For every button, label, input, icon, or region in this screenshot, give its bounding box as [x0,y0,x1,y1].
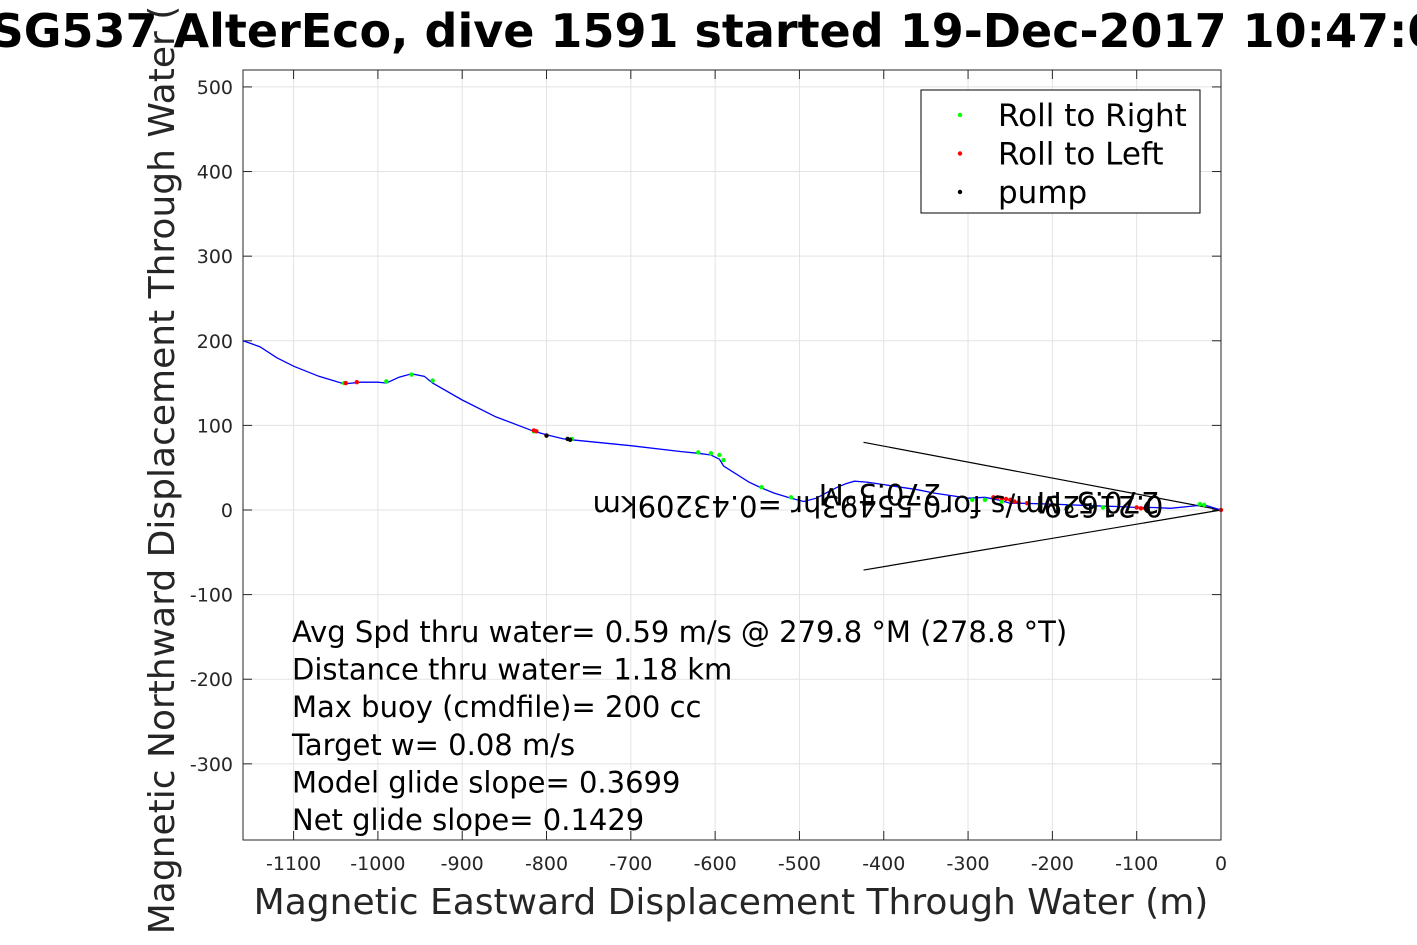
legend-marker [957,112,963,118]
chart-title: SG537 AlterEco, dive 1591 started 19-Dec… [0,4,1417,58]
y-tick-label: 300 [197,246,233,268]
ticks: -1100 -1000 -900 -800 -700 -600 -500 -400 -300 -2… [190,70,1227,875]
x-tick-label: 0 [1215,853,1227,875]
stats-line: Max buoy (cmdfile)= 200 cc [292,690,701,724]
legend-label: Roll to Right [998,98,1187,134]
x-tick-label: -600 [694,853,737,875]
pump-point [567,437,573,442]
roll-right-point [409,372,414,377]
roll-right-point [1092,504,1097,509]
roll-right-point [708,451,714,456]
heading-label: 270.5°M [819,477,942,511]
roll-left-point [1016,500,1021,505]
roll-right-point [1067,503,1072,508]
heading-label: 270.5°M [1037,485,1160,519]
legend-marker [957,151,963,156]
y-tick-label: 200 [197,331,233,353]
current-vector-upper [863,441,1222,511]
pump-point [544,433,549,438]
x-tick-label: -800 [525,853,568,875]
roll-right-point [1197,501,1203,507]
stats-annotation: Avg Spd thru water= 0.59 m/s @ 279.8 °M … [291,615,1067,837]
roll-right-point [430,378,435,383]
y-tick-label: -200 [190,669,233,691]
roll-left-point [354,380,360,385]
x-tick-label: -100 [1115,853,1158,875]
roll-right-point [696,450,701,455]
stats-line: Model glide slope= 0.3699 [292,765,680,799]
x-tick-label: -700 [609,853,652,875]
roll-right-point [1100,505,1106,510]
current-speed-label: 0.21629m/s for0.55493hr =0.43209km [593,489,1164,523]
roll-left-point [1050,502,1055,508]
roll-left-point [995,495,1000,500]
x-tick-label: -300 [947,853,990,875]
roll-right-point [721,457,726,463]
stats-line: Target w= 0.08 m/s [291,728,575,762]
roll-right-point [717,452,722,458]
roll-left-point [534,429,539,434]
x-tick-label: -1000 [350,853,405,875]
roll-left-point [1138,506,1144,511]
roll-left-point [1024,501,1030,506]
roll-left-point [1008,497,1013,503]
roll-right-point [384,379,389,384]
roll-right-point [1201,502,1207,508]
roll-right-point [788,495,794,500]
y-tick-label: -100 [190,585,233,607]
roll-right-point [1037,502,1042,508]
legend-marker [957,189,963,195]
plot-frame [242,69,1222,841]
stats-line: Distance thru water= 1.18 km [292,653,732,687]
stats-line: Net glide slope= 0.1429 [292,803,644,837]
roll-left-point [1012,499,1017,504]
legend-label: Roll to Left [998,137,1164,173]
roll-left-point [999,495,1004,501]
data-layer: 0.21629m/s for0.55493hr =0.43209km270.5°… [242,340,1224,571]
y-tick-label: 100 [197,415,233,437]
legend-label: pump [998,175,1087,211]
roll-right-point [982,497,988,503]
roll-right-point [999,499,1004,504]
roll-right-point [970,497,975,503]
x-tick-label: -200 [1031,853,1074,875]
y-tick-label: -300 [190,754,233,776]
roll-left-point [1142,506,1148,511]
x-axis-label: Magnetic Eastward Displacement Through W… [254,882,1209,923]
x-tick-label: -500 [778,853,821,875]
y-axis-label: Magnetic Northward Displacement Through … [142,6,183,935]
legend-box [920,89,1201,214]
roll-left-point [343,380,349,386]
roll-left-point [1003,496,1009,502]
roll-left-point [991,495,996,500]
y-tick-label: 400 [197,162,233,184]
stats-line: Avg Spd thru water= 0.59 m/s @ 279.8 °M … [292,615,1067,649]
y-tick-label: 0 [221,500,233,522]
roll-left-point [1134,505,1139,510]
x-tick-label: -400 [862,853,905,875]
x-tick-label: -1100 [266,853,321,875]
x-tick-label: -900 [441,853,484,875]
roll-right-point [759,484,764,490]
y-tick-label: 500 [197,77,233,99]
current-vector-lower [863,509,1222,571]
